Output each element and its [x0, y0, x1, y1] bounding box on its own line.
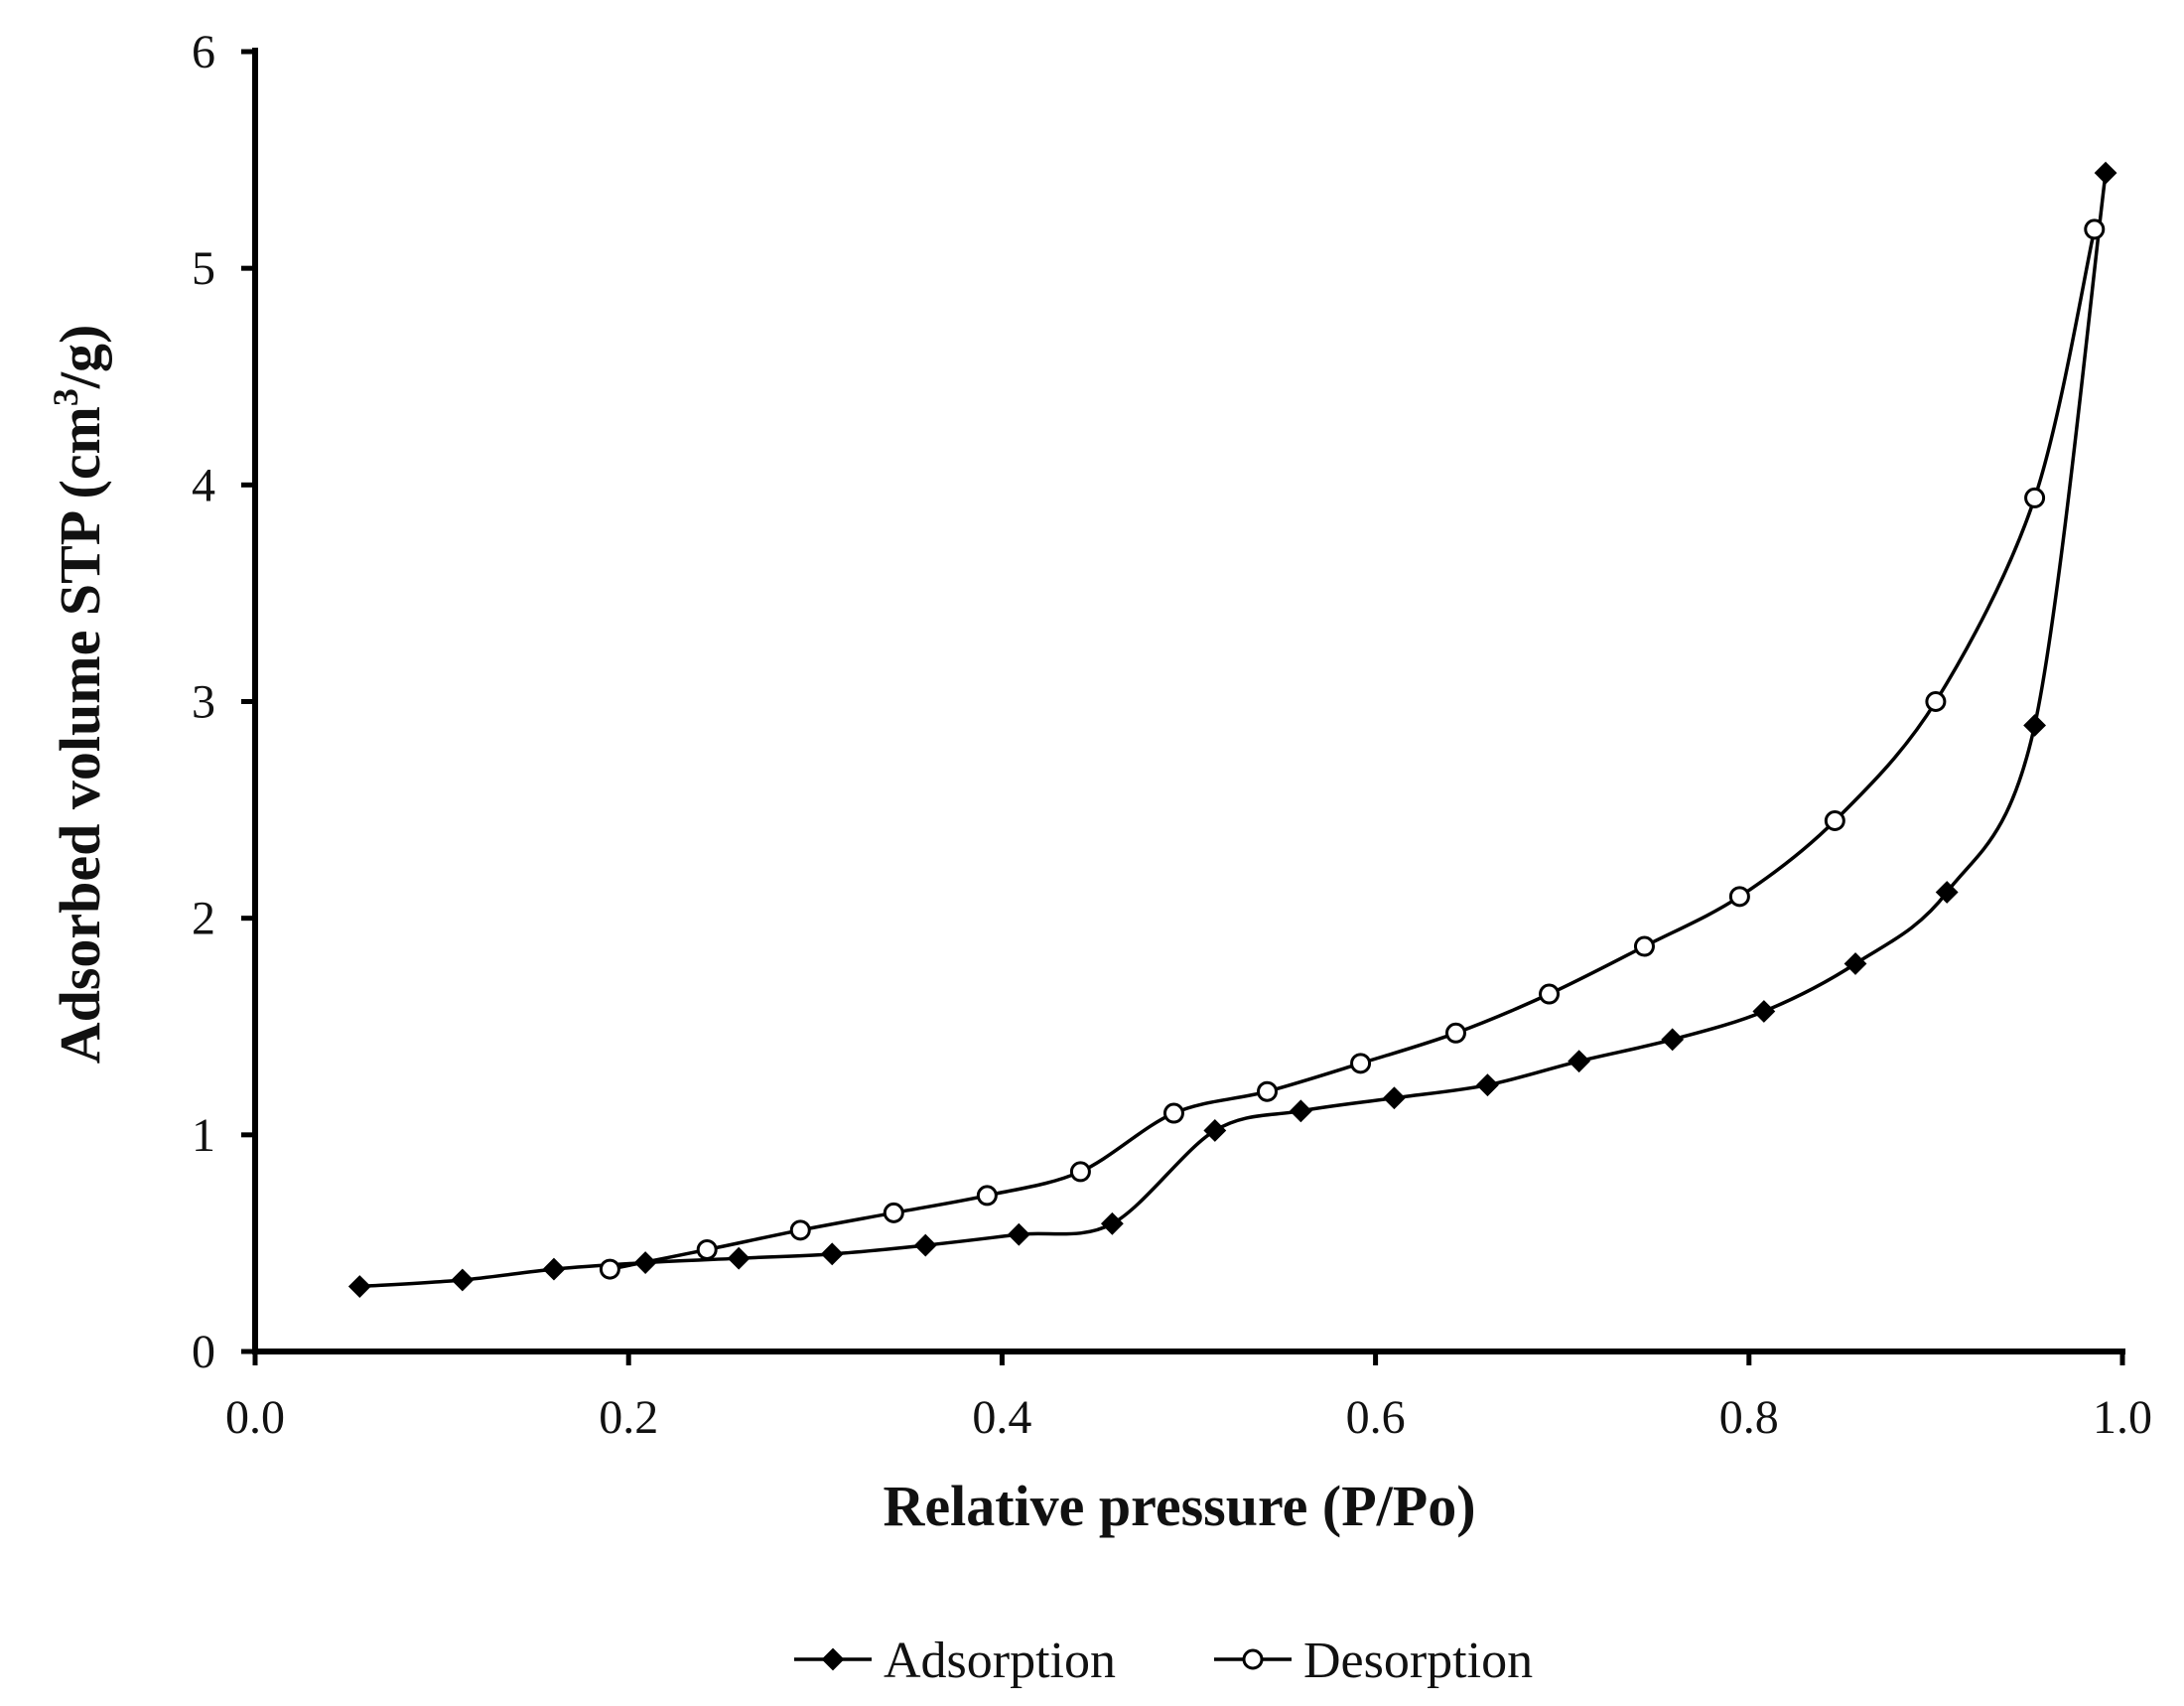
- desorption-data-point: [1539, 983, 1561, 1005]
- y-axis-title-tail: /g): [48, 325, 112, 389]
- desorption-data-point: [1350, 1053, 1372, 1074]
- y-tick-label: 4: [192, 459, 215, 511]
- desorption-data-point: [789, 1219, 811, 1241]
- x-tick-label: 0.2: [599, 1391, 658, 1444]
- adsorption-data-point: [913, 1233, 937, 1257]
- y-tick-label: 6: [192, 26, 215, 78]
- adsorption-data-point: [1935, 881, 1959, 904]
- desorption-data-point: [2084, 218, 2106, 240]
- desorption-data-point: [599, 1258, 620, 1280]
- x-tick-label: 0.6: [1346, 1391, 1406, 1444]
- desorption-data-point: [696, 1238, 718, 1260]
- x-tick-label: 0.8: [1719, 1391, 1779, 1444]
- adsorption-data-point: [727, 1246, 751, 1270]
- adsorption-data-point: [1843, 952, 1867, 975]
- desorption-data-point: [1925, 691, 1947, 712]
- adsorption-data-point: [1568, 1050, 1591, 1073]
- series-line-adsorption: [359, 172, 2108, 1289]
- adsorption-data-point: [1100, 1211, 1124, 1235]
- y-axis-title-main: Adsorbed volume STP (cm: [48, 406, 112, 1064]
- adsorption-data-point: [1476, 1073, 1499, 1097]
- adsorption-data-point: [347, 1275, 371, 1298]
- legend-label-adsorption: Adsorption: [884, 1633, 1116, 1689]
- desorption-data-point: [2024, 487, 2046, 508]
- series-adsorption: [347, 161, 2117, 1298]
- adsorption-data-point: [451, 1268, 475, 1292]
- desorption-data-point: [1162, 1102, 1184, 1124]
- desorption-data-point: [1633, 935, 1655, 957]
- adsorption-data-point: [820, 1242, 844, 1266]
- adsorption-data-point: [1752, 1000, 1776, 1023]
- x-tick-label: 0.0: [225, 1391, 285, 1444]
- series-desorption: [599, 218, 2106, 1280]
- legend-marker-desorption: [1242, 1648, 1264, 1670]
- adsorption-data-point: [542, 1257, 566, 1281]
- adsorption-data-point: [2094, 161, 2117, 185]
- x-tick-label: 0.4: [972, 1391, 1031, 1444]
- desorption-data-point: [976, 1185, 998, 1207]
- x-tick-label: 1.0: [2093, 1391, 2152, 1444]
- x-axis-title: Relative pressure (P/Po): [883, 1474, 1475, 1538]
- y-tick-label: 2: [192, 893, 215, 945]
- desorption-data-point: [1069, 1161, 1091, 1183]
- adsorption-data-point: [1289, 1099, 1312, 1123]
- adsorption-data-point: [1203, 1119, 1227, 1142]
- legend: Adsorption Desorption: [794, 1633, 1533, 1689]
- desorption-data-point: [1444, 1022, 1466, 1044]
- y-axis-title: Adsorbed volume STP (cm3/g): [46, 325, 112, 1065]
- series-line-desorption: [610, 228, 2097, 1271]
- adsorption-data-point: [1382, 1086, 1406, 1110]
- y-tick-label: 5: [192, 242, 215, 295]
- desorption-data-point: [883, 1202, 904, 1223]
- legend-label-desorption: Desorption: [1303, 1633, 1533, 1689]
- legend-item-adsorption: Adsorption: [794, 1633, 1116, 1689]
- adsorption-data-point: [2023, 714, 2047, 737]
- desorption-data-point: [1824, 809, 1845, 831]
- y-axis-title-group: Adsorbed volume STP (cm3/g): [46, 325, 112, 1065]
- legend-marker-adsorption: [821, 1647, 845, 1671]
- y-axis-title-superscript: 3: [46, 388, 85, 406]
- desorption-data-point: [1257, 1080, 1279, 1102]
- y-tick-label: 1: [192, 1109, 215, 1162]
- adsorption-data-point: [1007, 1222, 1030, 1246]
- adsorption-data-point: [1661, 1028, 1685, 1052]
- y-tick-label: 0: [192, 1326, 215, 1378]
- y-tick-label: 3: [192, 676, 215, 729]
- desorption-data-point: [1728, 886, 1750, 908]
- legend-item-desorption: Desorption: [1214, 1633, 1533, 1689]
